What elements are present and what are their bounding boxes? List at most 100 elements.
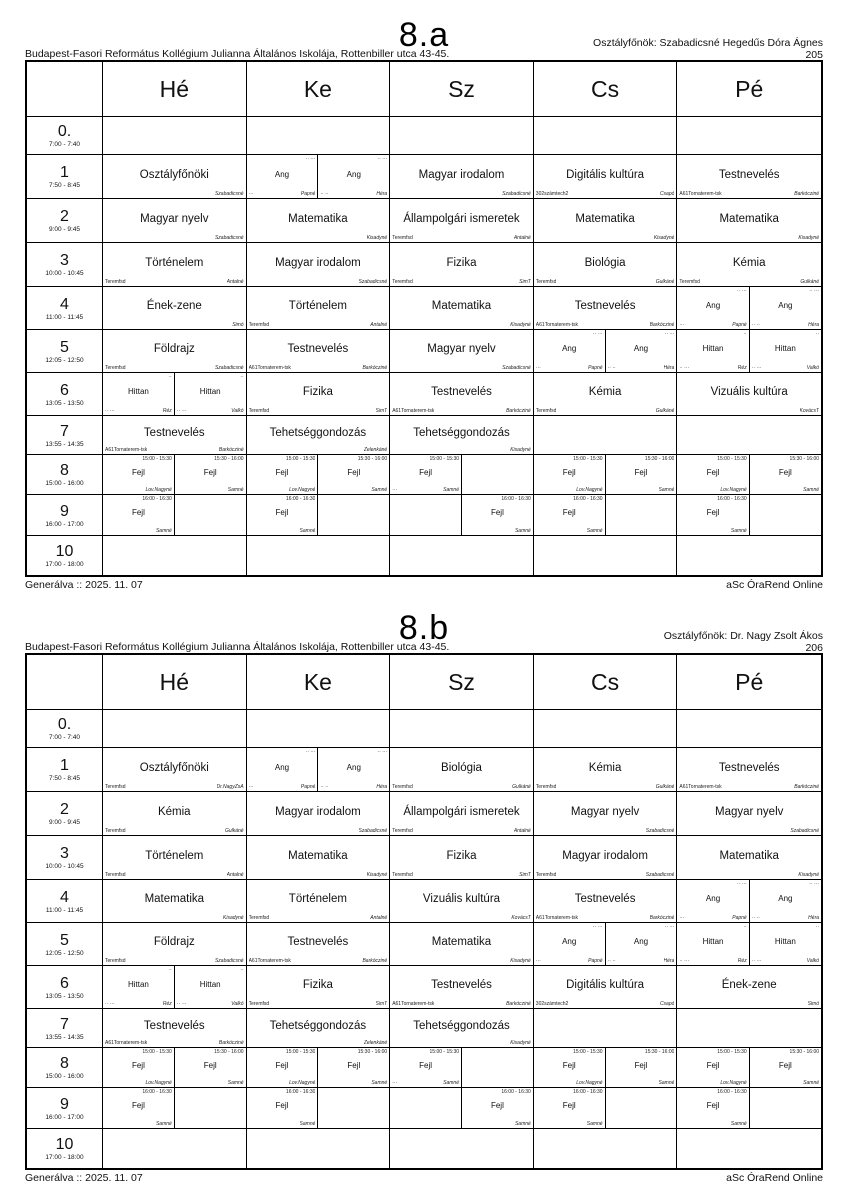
lesson-half: Ang ·· ··· ·· ·· Héra [317, 748, 389, 791]
lesson-note: 15:30 - 16:00 [644, 456, 675, 462]
subject-label: Fejl [562, 508, 576, 517]
subject-label: Matematika [431, 936, 492, 948]
lesson-note: 16:00 - 16:30 [717, 1089, 747, 1095]
period-time: 9:00 - 9:45 [48, 226, 81, 233]
lesson-cell-split: Ang ·· ··· ··· Papné Ang ·· ··· ·· ·· Héra [533, 923, 678, 966]
subject-label: Ang [346, 762, 361, 772]
lesson-half: Fejl 15:00 - 15:30 Lov.Nagyné [534, 1048, 605, 1087]
teacher-label: Antalné [226, 872, 244, 878]
lesson-half: Hittan ·· ·· ··· Réz [103, 373, 174, 415]
lesson-note: 15:00 - 15:30 [717, 456, 747, 462]
teacher-label: Barkócziné [649, 915, 675, 921]
teacher-label: Simó [807, 1001, 819, 1007]
lesson-note: 15:00 - 15:30 [717, 1049, 747, 1055]
lesson-cell-split: Ang ·· ··· ··· Papné Ang ·· ··· ·· ·· Héra [246, 155, 391, 199]
lesson-note: ·· ··· [305, 156, 316, 162]
lesson-cell: Fizika Teremfsd SimT [246, 966, 391, 1009]
subject-label: Matematika [288, 212, 348, 225]
lesson-note: 16:00 - 16:30 [501, 496, 531, 502]
lesson-note: 15:30 - 16:00 [357, 1049, 388, 1055]
lesson-half: Fejl 15:30 - 16:00 Samné [173, 455, 246, 494]
subject-label: Hittan [774, 344, 796, 353]
lesson-cell-split: Fejl 16:00 - 16:30 Samné [533, 495, 678, 536]
room-label: Teremfsd [392, 828, 413, 834]
teacher-label: Héra [808, 915, 820, 921]
period-number: 6 [60, 974, 69, 992]
lesson-cell: Ének-zene Simó [103, 287, 247, 330]
teacher-label: Samné [155, 528, 172, 534]
lesson-half: Fejl 16:00 - 16:30 Samné [461, 495, 533, 535]
day-header-ke: Ke [246, 62, 391, 117]
empty-cell [677, 1129, 821, 1168]
teacher-label: Héra [376, 191, 388, 197]
subject-label: Történelem [288, 893, 347, 905]
subject-label: Fejl [203, 1060, 217, 1070]
period-number: 0. [57, 123, 72, 140]
subject-label: Fejl [706, 467, 720, 477]
lesson-half: Fejl 15:30 - 16:00 Samné [604, 455, 677, 494]
lesson-cell-split: Fejl 15:00 - 15:30 Lov.Nagyné Fejl 15:30 - 1… [533, 455, 678, 495]
lesson-cell: Tehetséggondozás Zelenkáné [246, 416, 391, 455]
lesson-cell: Magyar nyelv Szabadicsné [533, 792, 678, 836]
subject-label: Testnevelés [431, 386, 492, 398]
teacher-label: Lov.Nagyné [720, 1080, 747, 1086]
teacher-label: SimT [375, 1001, 388, 1007]
subject-label: Fejl [634, 1060, 648, 1070]
period-cell: 7 13:55 - 14:35 [27, 1009, 103, 1048]
subject-label: Hittan [199, 980, 221, 989]
subject-label: Fejl [490, 1101, 504, 1110]
period-number: 10 [55, 1136, 74, 1153]
lesson-half: Fejl 16:00 - 16:30 Samné [103, 1088, 174, 1128]
room-label: ··· [248, 784, 254, 790]
teacher-label: KovácsT [511, 915, 531, 921]
app-name: aSc ÓraRend Online [726, 579, 823, 591]
subject-label: Történelem [145, 256, 204, 269]
lesson-half: Fejl 15:30 - 16:00 Samné [748, 455, 821, 494]
room-label: ··· [679, 915, 685, 921]
period-time: 15:00 - 16:00 [45, 480, 84, 487]
teacher-label: Szabadicsné [358, 279, 388, 285]
teacher-label: Papné [588, 958, 603, 964]
head-teacher: Osztályfőnök: Szabadicsné Hegedűs Dóra Á… [593, 37, 823, 49]
empty-half [461, 1048, 533, 1087]
room-label: Teremfsd [392, 235, 413, 241]
subject-label: Ang [633, 344, 649, 353]
lesson-cell: Osztályfőnöki Szabadicsné [103, 155, 247, 199]
room-label: ·· ··· [751, 958, 762, 964]
lesson-half: Fejl 15:30 - 16:00 Samné [173, 1048, 246, 1087]
lesson-half: Fejl 15:30 - 16:00 Samné [317, 1048, 389, 1087]
lesson-note: ·· ··· [377, 749, 388, 755]
period-number: 3 [60, 252, 69, 269]
subject-label: Testnevelés [718, 761, 780, 774]
class-title: 8.b [398, 609, 450, 647]
room-label: Teremfsd [535, 408, 557, 414]
teacher-label: Szabadicsné [214, 235, 244, 241]
teacher-label: Héra [663, 958, 675, 964]
lesson-cell: Testnevelés A61Tornaterem-tsk Barkócziné [390, 966, 534, 1009]
teacher-label: Samné [514, 1121, 531, 1127]
teacher-label: Szabadicsné [214, 365, 244, 371]
lesson-half: Hittan ·· ·· ··· Valkó [748, 923, 821, 965]
empty-cell [533, 1009, 678, 1048]
room-label: ·· ··· [679, 365, 690, 371]
subject-label: Kémia [157, 805, 191, 818]
subject-label: Hittan [199, 387, 221, 396]
subject-label: Fejl [778, 1060, 792, 1070]
lesson-half: Fejl 16:00 - 16:30 Samné [247, 495, 318, 535]
period-time: 15:00 - 16:00 [45, 1073, 84, 1080]
teacher-label: Szabadicsné [645, 828, 675, 834]
lesson-half: Ang ·· ··· ··· Papné [247, 748, 318, 791]
empty-half [748, 1088, 821, 1128]
subject-label: Magyar irodalom [275, 805, 361, 818]
subject-label: Magyar nyelv [570, 805, 640, 818]
lesson-cell: Matematika Kisadyné [390, 923, 534, 966]
subject-label: Fejl [131, 1101, 145, 1110]
room-label: A61Tornaterem-tsk [248, 365, 291, 371]
subject-label: Fejl [203, 467, 217, 477]
lesson-note: 15:30 - 16:00 [644, 1049, 675, 1055]
lesson-cell: Földrajz Teremfsd Szabadicsné [103, 330, 247, 373]
subject-label: Fizika [446, 849, 477, 862]
subject-label: Ének-zene [146, 300, 202, 312]
period-cell: 3 10:00 - 10:45 [27, 243, 103, 287]
room-label: Teremfsd [105, 279, 126, 285]
